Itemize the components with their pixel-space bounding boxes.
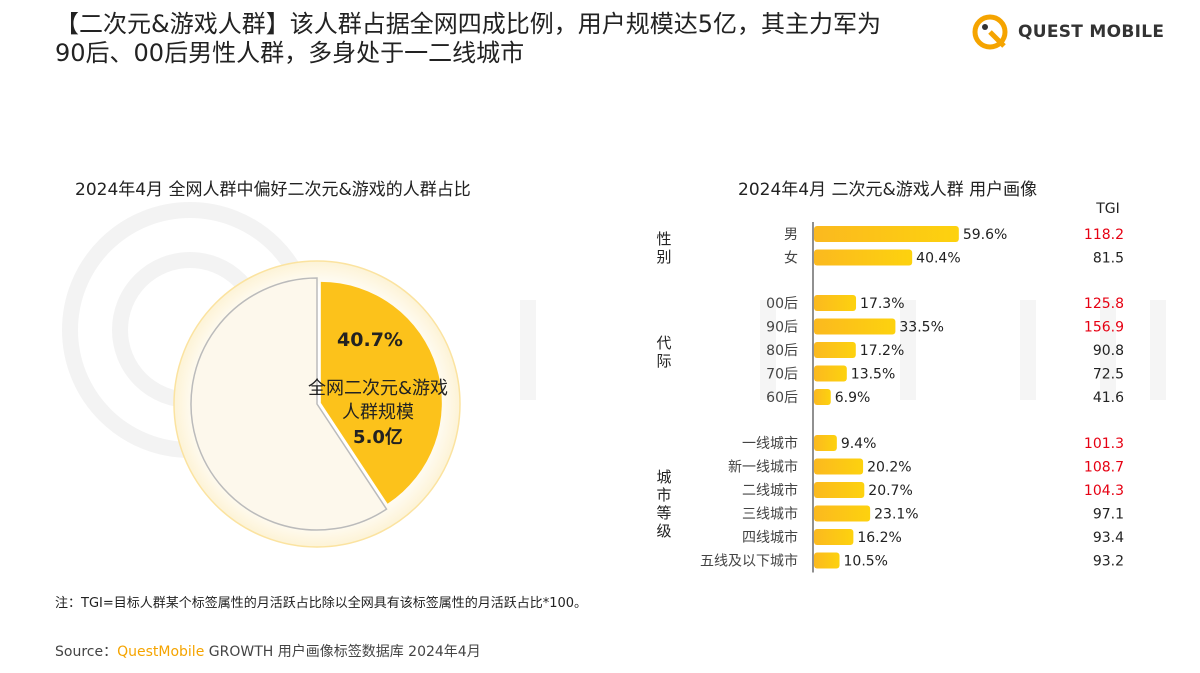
bar [814,458,864,475]
group-label-char: 性 [656,230,671,248]
bar-value-label: 13.5% [851,367,895,383]
pie-value-label: 40.7% [337,329,403,351]
bar-value-label: 40.4% [916,251,960,267]
category-label: 女 [784,250,798,267]
tgi-value: 97.1 [1093,507,1124,523]
bar-value-label: 20.7% [868,483,912,499]
group-label-char: 城 [656,468,671,486]
category-label: 三线城市 [742,506,798,523]
group-label-char: 代 [656,334,671,352]
watermark-shape [520,300,536,400]
bar [814,295,857,311]
watermark-shape [900,300,916,400]
bar [814,318,896,335]
logo-text: QUEST MOBILE [1018,22,1165,42]
bar [814,365,847,382]
tgi-value: 81.5 [1093,251,1124,267]
watermark-shape [1020,300,1036,400]
category-label: 五线及以下城市 [700,553,798,570]
bar-value-label: 20.2% [867,460,911,476]
tgi-value: 118.2 [1084,227,1124,243]
source: Source：QuestMobile GROWTH 用户画像标签数据库 2024… [55,641,481,661]
tgi-value: 41.6 [1093,390,1124,406]
tgi-value: 156.9 [1084,320,1124,336]
watermark-shape [1150,300,1166,400]
bar-value-label: 17.2% [860,343,904,359]
group-label-char: 别 [656,248,671,266]
tgi-value: 90.8 [1093,343,1124,359]
bar-value-label: 59.6% [963,227,1007,243]
bar [814,482,865,498]
tgi-value: 101.3 [1084,436,1124,452]
page-title: 【二次元&游戏人群】该人群占据全网四成比例，用户规模达5亿，其主力军为 90后、… [55,10,955,68]
title-line-2: 90后、00后男性人群，多身处于一二线城市 [55,39,525,67]
category-label: 00后 [766,296,798,312]
source-rest: GROWTH 用户画像标签数据库 2024年4月 [204,644,481,660]
tgi-value: 108.7 [1084,460,1124,476]
pie-size-label: 5.0亿 [353,426,403,448]
bar [814,505,871,522]
tgi-value: 93.4 [1093,530,1124,546]
title-line-1: 【二次元&游戏人群】该人群占据全网四成比例，用户规模达5亿，其主力军为 [55,10,881,38]
group-label-char: 级 [656,522,671,540]
bar-value-label: 6.9% [835,390,871,406]
tgi-value: 125.8 [1084,296,1124,312]
watermark-shape [760,300,776,400]
group-label-char: 市 [656,486,671,504]
category-label: 90后 [766,320,798,336]
bar [814,529,854,545]
category-label: 70后 [766,367,798,383]
tgi-header: TGI [1095,201,1120,217]
category-label: 一线城市 [742,435,798,452]
category-label: 二线城市 [742,482,798,499]
pie-slice-highlight [320,281,442,504]
bar-value-label: 9.4% [841,436,877,452]
bar [814,552,840,569]
bar-value-label: 10.5% [844,554,888,570]
bar [814,226,959,242]
bar-title: 2024年4月 二次元&游戏人群 用户画像 [738,180,1038,200]
group-label-char: 际 [656,352,671,370]
footnote: 注：TGI=目标人群某个标签属性的月活跃占比除以全网具有该标签属性的月活跃占比*… [55,596,588,611]
logo-icon [972,14,1008,50]
bar-value-label: 17.3% [860,296,904,312]
pie-slice-label-1: 全网二次元&游戏 [308,378,448,399]
bar [814,342,856,358]
tgi-value: 104.3 [1084,483,1124,499]
pie-slice-label-2: 人群规模 [342,402,414,423]
bar [814,389,831,405]
watermark-shape [1100,300,1116,400]
source-brand: QuestMobile [117,644,205,660]
category-label: 80后 [766,343,798,359]
category-label: 新一线城市 [728,459,798,476]
logo: QUEST MOBILE [970,12,1164,52]
tgi-value: 93.2 [1093,554,1124,570]
source-prefix: Source： [55,644,118,660]
bar [814,435,837,451]
tgi-value: 72.5 [1093,367,1124,383]
bar-value-label: 33.5% [899,320,943,336]
category-label: 四线城市 [742,529,798,546]
bar [814,249,913,266]
pie-slice-rest [190,277,388,531]
category-label: 60后 [766,390,798,406]
bar-value-label: 16.2% [857,530,901,546]
category-label: 男 [784,227,798,243]
bar-value-label: 23.1% [874,507,918,523]
pie-title: 2024年4月 全网人群中偏好二次元&游戏的人群占比 [75,180,471,200]
group-label-char: 等 [656,504,671,522]
